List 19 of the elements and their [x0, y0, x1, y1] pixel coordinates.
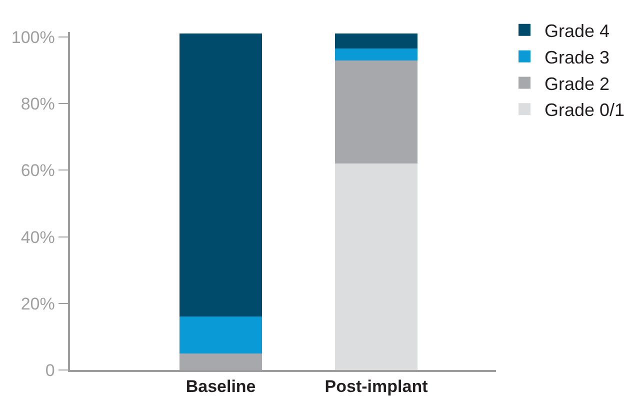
bar — [335, 34, 418, 49]
bar — [180, 34, 262, 317]
bar — [335, 164, 418, 370]
legend-label: Grade 0/1 — [544, 100, 625, 120]
y-tick-label: 60% — [20, 161, 55, 180]
bar — [180, 353, 262, 370]
y-tick-label: 20% — [20, 294, 55, 314]
legend-label: Grade 4 — [544, 20, 610, 41]
bar — [335, 60, 418, 164]
legend-label: Grade 2 — [544, 74, 610, 94]
y-tick-label: 80% — [20, 94, 55, 114]
y-tick-label: 100% — [11, 28, 55, 47]
legend-label: Grade 3 — [544, 47, 610, 68]
bar — [335, 48, 418, 60]
x-tick-label: Post-implant — [324, 377, 428, 396]
x-tick-label: Baseline — [186, 377, 256, 396]
y-tick-label: 40% — [20, 228, 55, 247]
bar — [180, 316, 262, 354]
y-tick-label: 0 — [45, 360, 55, 380]
